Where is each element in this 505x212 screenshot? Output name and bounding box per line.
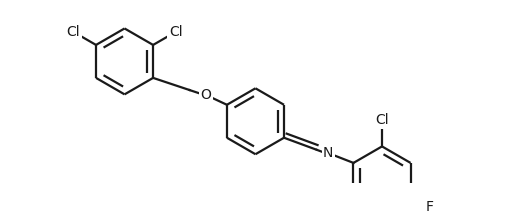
Text: Cl: Cl: [67, 25, 80, 39]
Text: Cl: Cl: [169, 25, 182, 39]
Text: O: O: [200, 88, 212, 102]
Text: Cl: Cl: [375, 113, 389, 127]
Text: N: N: [323, 146, 333, 160]
Text: F: F: [426, 200, 434, 212]
